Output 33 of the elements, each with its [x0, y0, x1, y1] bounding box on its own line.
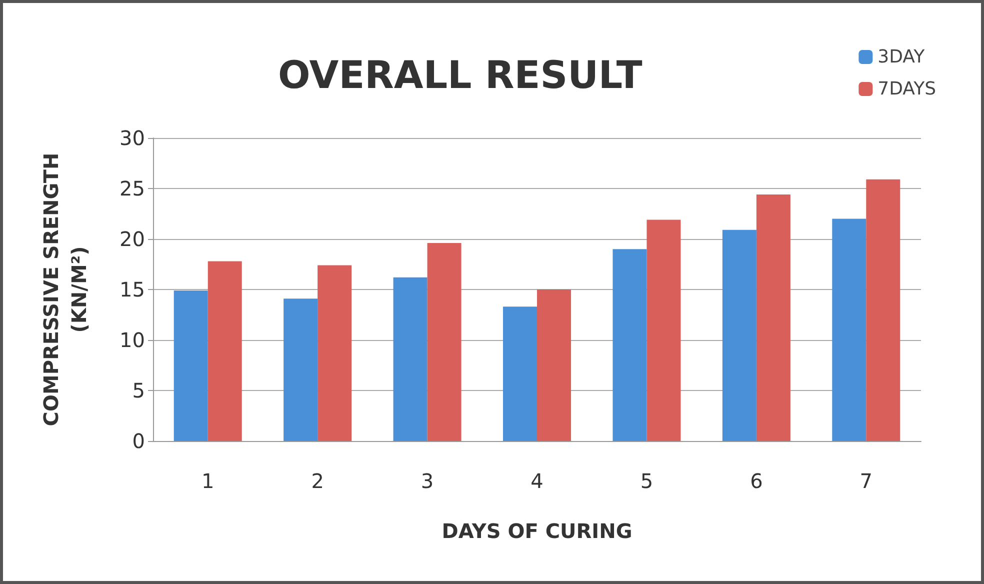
bar	[537, 290, 571, 441]
bar	[503, 306, 537, 441]
x-tick-label: 4	[530, 469, 544, 493]
chart-title: OVERALL RESULT	[278, 53, 642, 97]
y-tick-label: 25	[120, 176, 145, 200]
x-tick-label: 1	[201, 469, 214, 493]
bar	[284, 298, 318, 441]
legend-label: 7DAYS	[878, 78, 936, 100]
bar	[318, 265, 352, 441]
bar	[612, 249, 647, 441]
x-tick-label: 2	[311, 469, 324, 493]
y-tick-label: 15	[120, 278, 145, 302]
y-tick-label: 30	[120, 126, 145, 150]
y-axis-title: COMPRESSIVE SRENGTH (KN/M²)	[39, 152, 91, 426]
bar	[393, 277, 428, 441]
x-axis-title: DAYS OF CURING	[442, 519, 632, 543]
y-tick-label: 0	[132, 429, 145, 453]
x-tick-label: 5	[640, 469, 654, 493]
x-tick-label: 7	[860, 469, 873, 493]
legend-label: 3DAY	[878, 46, 926, 68]
bar	[174, 290, 208, 441]
bar	[208, 261, 242, 441]
bar	[756, 194, 790, 441]
bar	[427, 243, 462, 441]
y-tick-label: 5	[132, 378, 145, 402]
y-tick-label: 20	[120, 227, 145, 251]
y-tick-label: 10	[120, 328, 145, 352]
bar	[722, 230, 756, 441]
bar	[866, 179, 900, 441]
bar	[646, 220, 681, 441]
x-tick-label: 3	[420, 469, 434, 493]
bar	[832, 218, 866, 441]
x-tick-label: 6	[750, 469, 763, 493]
